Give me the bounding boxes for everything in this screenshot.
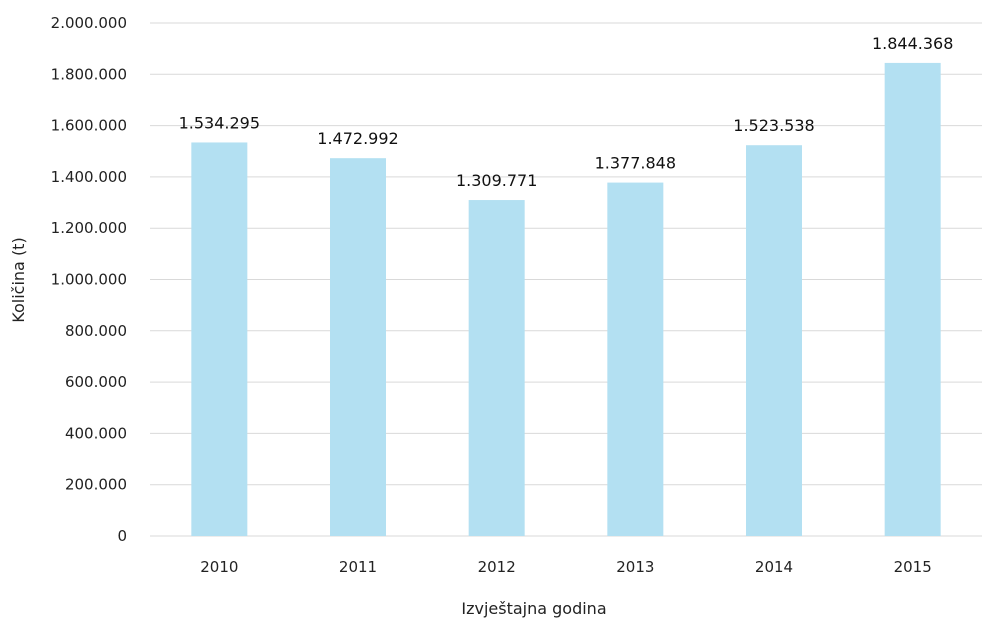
data-label-2011: 1.472.992	[317, 129, 398, 148]
data-label-2013: 1.377.848	[595, 154, 676, 173]
x-tick-label-2013: 2013	[616, 558, 654, 576]
y-tick-label: 1.400.000	[51, 168, 127, 186]
y-tick-label: 1.200.000	[51, 219, 127, 237]
bar-2014	[746, 145, 802, 536]
x-tick-labels: 2010 2011 2012 2013 2014 2015	[200, 558, 932, 576]
data-label-2014: 1.523.538	[733, 116, 814, 135]
x-tick-label-2011: 2011	[339, 558, 377, 576]
bar-2013	[607, 182, 664, 537]
data-label-2015: 1.844.368	[872, 34, 953, 53]
y-tick-labels: 0 200.000 400.000 600.000 800.000 1.000.000 1.…	[51, 14, 127, 545]
data-label-2012: 1.309.771	[456, 171, 537, 190]
y-tick-label: 0	[117, 527, 127, 545]
bar-2010	[191, 142, 248, 536]
gridlines	[150, 22, 982, 537]
y-tick-label: 800.000	[65, 322, 127, 340]
y-axis-title: Količina (t)	[9, 237, 28, 322]
y-tick-label: 1.800.000	[51, 65, 127, 83]
x-tick-label-2015: 2015	[894, 558, 932, 576]
x-axis-title: Izvještajna godina	[461, 599, 606, 618]
bars	[191, 62, 941, 537]
y-tick-label: 600.000	[65, 373, 127, 391]
y-tick-label: 2.000.000	[51, 14, 127, 32]
bar-2012	[468, 200, 525, 536]
y-tick-label: 1.000.000	[51, 271, 127, 289]
y-tick-label: 200.000	[65, 476, 127, 494]
x-tick-label-2010: 2010	[200, 558, 238, 576]
data-label-2010: 1.534.295	[179, 113, 260, 132]
x-tick-label-2012: 2012	[478, 558, 516, 576]
bar-2011	[330, 158, 386, 536]
x-tick-label-2014: 2014	[755, 558, 793, 576]
bar-2015	[884, 62, 941, 536]
y-tick-label: 400.000	[65, 424, 127, 442]
y-tick-label: 1.600.000	[51, 117, 127, 135]
data-labels: 1.534.295 1.472.992 1.309.771 1.377.848 1.52…	[179, 34, 954, 190]
